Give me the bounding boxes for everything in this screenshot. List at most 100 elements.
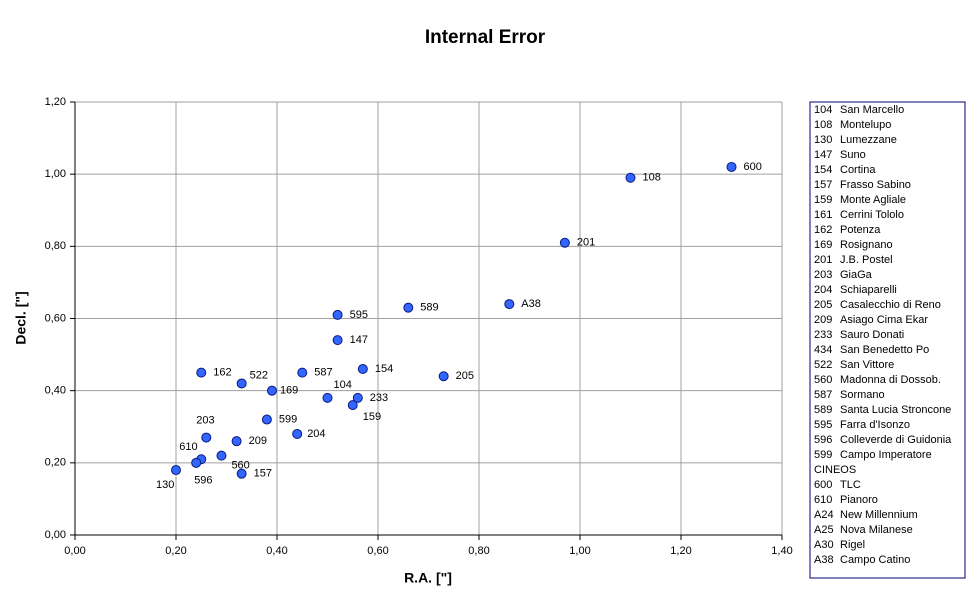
legend-name: Madonna di Dossob. bbox=[840, 374, 941, 386]
legend-code: 161 bbox=[814, 209, 832, 221]
point bbox=[201, 432, 212, 443]
point bbox=[236, 468, 247, 479]
legend-name: Cerrini Tololo bbox=[840, 209, 904, 221]
legend-name: New Millennium bbox=[840, 509, 918, 521]
point-label: 108 bbox=[643, 172, 661, 184]
y-tick-label: 1,00 bbox=[45, 168, 66, 180]
point bbox=[726, 161, 737, 172]
x-tick-label: 1,00 bbox=[569, 545, 590, 557]
point bbox=[504, 299, 515, 310]
point bbox=[352, 392, 363, 403]
x-tick-label: 0,40 bbox=[266, 545, 287, 557]
point-label: A38 bbox=[521, 298, 541, 310]
y-tick-label: 1,20 bbox=[45, 96, 66, 108]
legend-code: 434 bbox=[814, 344, 832, 356]
legend-name: Sormano bbox=[840, 389, 885, 401]
legend-code: 599 bbox=[814, 449, 832, 461]
legend-name: Casalecchio di Reno bbox=[840, 299, 941, 311]
legend-code: 204 bbox=[814, 284, 832, 296]
y-tick-label: 0,80 bbox=[45, 240, 66, 252]
legend-name: Colleverde di Guidonia bbox=[840, 434, 952, 446]
legend-name: San Vittore bbox=[840, 359, 894, 371]
legend-name: Montelupo bbox=[840, 119, 891, 131]
legend-name: Rigel bbox=[840, 539, 865, 551]
point bbox=[216, 450, 227, 461]
point-label: 233 bbox=[370, 392, 388, 404]
point bbox=[297, 367, 308, 378]
point-label: 599 bbox=[279, 413, 297, 425]
point bbox=[236, 378, 247, 389]
legend-name: San Marcello bbox=[840, 104, 904, 116]
y-tick-label: 0,00 bbox=[45, 529, 66, 541]
point-label: 522 bbox=[250, 369, 268, 381]
point-label: 154 bbox=[375, 363, 393, 375]
legend-name: Campo Catino bbox=[840, 554, 910, 566]
legend-code: 560 bbox=[814, 374, 832, 386]
point bbox=[292, 428, 303, 439]
y-axis-title: Decl. ["] bbox=[13, 291, 29, 344]
x-tick-label: 0,80 bbox=[468, 545, 489, 557]
point bbox=[261, 414, 272, 425]
legend-code: A38 bbox=[814, 554, 834, 566]
point-label: 589 bbox=[420, 302, 438, 314]
legend-name: Cortina bbox=[840, 164, 876, 176]
x-tick-label: 1,20 bbox=[670, 545, 691, 557]
point bbox=[438, 371, 449, 382]
legend-code: 147 bbox=[814, 149, 832, 161]
x-tick-label: 0,60 bbox=[367, 545, 388, 557]
legend-name: Frasso Sabino bbox=[840, 179, 911, 191]
point-label: 147 bbox=[350, 334, 368, 346]
point bbox=[625, 172, 636, 183]
legend-code: 596 bbox=[814, 434, 832, 446]
legend-code: A30 bbox=[814, 539, 834, 551]
point bbox=[559, 237, 570, 248]
legend-code: 104 bbox=[814, 104, 832, 116]
point-label: 162 bbox=[213, 367, 231, 379]
legend-code: CINEOS bbox=[814, 464, 856, 476]
point bbox=[357, 364, 368, 375]
chart-title: Internal Error bbox=[425, 27, 546, 48]
legend-code: 154 bbox=[814, 164, 832, 176]
legend-name: Asiago Cima Ekar bbox=[840, 314, 928, 326]
point bbox=[231, 436, 242, 447]
legend-code: 589 bbox=[814, 404, 832, 416]
point bbox=[347, 400, 358, 411]
point-label: 610 bbox=[179, 441, 197, 453]
point bbox=[332, 335, 343, 346]
legend-name: Pianoro bbox=[840, 494, 878, 506]
point-label: 169 bbox=[280, 385, 298, 397]
x-tick-label: 0,00 bbox=[64, 545, 85, 557]
point-label: 560 bbox=[231, 460, 249, 472]
point bbox=[266, 385, 277, 396]
point-label: 587 bbox=[314, 367, 332, 379]
legend-code: 169 bbox=[814, 239, 832, 251]
legend-code: 209 bbox=[814, 314, 832, 326]
legend-code: 610 bbox=[814, 494, 832, 506]
x-tick-label: 1,40 bbox=[771, 545, 792, 557]
point-label: 209 bbox=[249, 435, 267, 447]
point-label: 596 bbox=[194, 475, 212, 487]
legend-name: Rosignano bbox=[840, 239, 893, 251]
point bbox=[191, 457, 202, 468]
legend-name: Suno bbox=[840, 149, 866, 161]
legend-name: Monte Agliale bbox=[840, 194, 906, 206]
legend-code: A25 bbox=[814, 524, 834, 536]
point bbox=[196, 367, 207, 378]
point-label: 204 bbox=[307, 428, 325, 440]
legend-name: TLC bbox=[840, 479, 861, 491]
point bbox=[322, 392, 333, 403]
point-label: 130 bbox=[156, 479, 174, 491]
legend-name: J.B. Postel bbox=[840, 254, 893, 266]
point-label: 203 bbox=[196, 414, 214, 426]
legend-code: 162 bbox=[814, 224, 832, 236]
legend-code: 595 bbox=[814, 419, 832, 431]
legend-name: GiaGa bbox=[840, 269, 873, 281]
legend-code: 130 bbox=[814, 134, 832, 146]
legend-name: Sauro Donati bbox=[840, 329, 904, 341]
legend-code: 203 bbox=[814, 269, 832, 281]
legend-code: 233 bbox=[814, 329, 832, 341]
point-label: 205 bbox=[456, 370, 474, 382]
legend-code: A24 bbox=[814, 509, 834, 521]
point-label: 595 bbox=[350, 309, 368, 321]
